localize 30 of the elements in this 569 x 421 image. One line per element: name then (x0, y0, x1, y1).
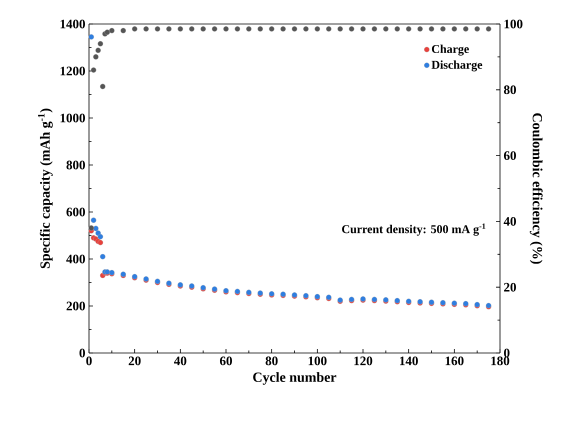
x-tick-label: 100 (308, 356, 327, 366)
y-tick-label: 1400 (60, 20, 85, 28)
legend-label: Discharge (432, 60, 482, 72)
x-tick-label: 160 (446, 356, 464, 366)
y-tick-label: 600 (66, 208, 85, 216)
y-tick-label: 1000 (60, 114, 85, 122)
annotation: Current density: 500 mA g$^{-1}$ (342, 224, 486, 236)
y-tick-label: 1200 (60, 66, 85, 76)
x-axis-title: Cycle number (253, 372, 336, 385)
y2-axis-title: Coulombic efficiency (%) (530, 113, 543, 264)
legend-label: Charge (432, 44, 469, 56)
y-axis-title: Specific capacity (mAh g$^{-1}$) (38, 108, 53, 268)
y-tick-label: 400 (66, 254, 85, 264)
y2-tick-label: 60 (504, 151, 516, 160)
x-tick-label: 60 (220, 356, 232, 366)
y-tick-label: 800 (66, 160, 85, 170)
y2-tick-label: 100 (504, 20, 522, 28)
x-tick-label: 40 (174, 356, 186, 366)
x-tick-label: 80 (266, 356, 278, 366)
y2-tick-label: 20 (504, 282, 516, 292)
x-tick-label: 120 (354, 356, 372, 366)
x-tick-label: 20 (128, 356, 141, 366)
y2-tick-label: 40 (504, 217, 516, 226)
x-tick-label: 0 (86, 356, 92, 366)
y-tick-label: 0 (80, 348, 85, 358)
y2-tick-label: 0 (504, 348, 510, 358)
y2-tick-label: 80 (504, 85, 516, 94)
x-tick-label: 140 (400, 356, 418, 366)
y-tick-label: 200 (66, 302, 85, 310)
x-tick-label: 180 (491, 356, 510, 366)
